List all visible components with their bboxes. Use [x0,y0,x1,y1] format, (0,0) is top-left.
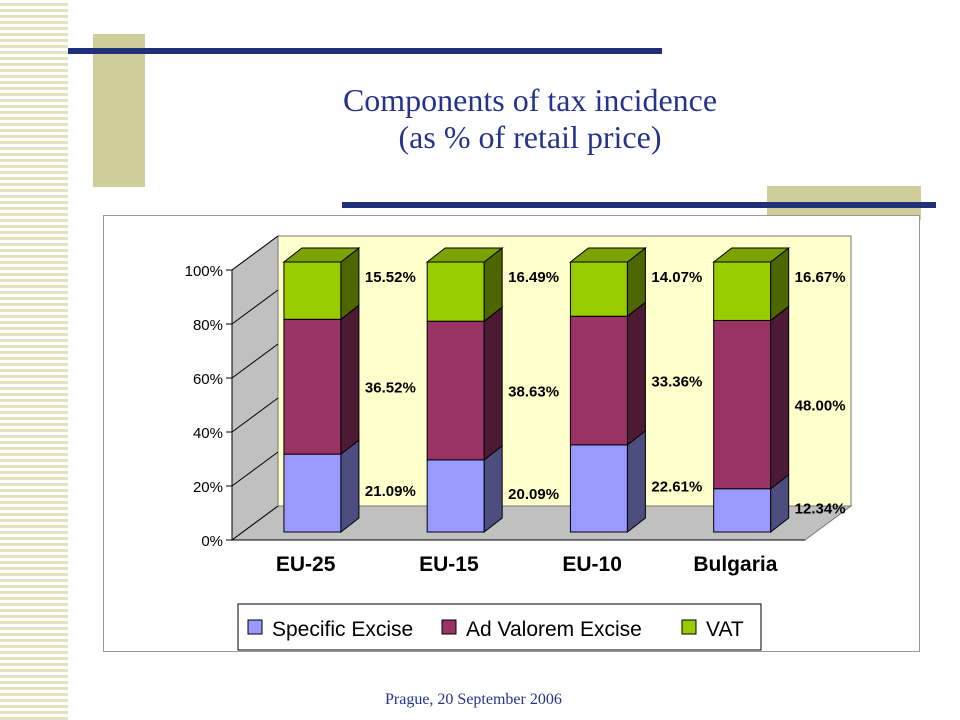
data-label: 16.67% [795,269,846,286]
data-label: 22.61% [651,478,702,495]
legend-label-1: Ad Valorem Excise [466,618,642,641]
bar-segment-side [626,429,646,534]
data-label: 33.36% [651,374,702,391]
y-tick-label: 60% [193,371,223,388]
decor-line-right [342,202,936,208]
data-label: 38.63% [508,384,559,401]
legend-swatch-2 [681,619,697,635]
title-line-1: Components of tax incidence [342,82,718,118]
bar-stack-eu-15: 20.09% 38.63% 16.49% [425,246,559,534]
y-wall-line [231,451,279,487]
bar-top-face [712,247,791,263]
footer-text: Prague, 20 September 2006 [385,691,562,708]
bar-segment-side [340,304,360,456]
bar-segment-side [483,444,503,534]
category-label: EU-15 [419,553,479,576]
data-label: 15.52% [365,269,416,286]
decor-line-top [68,48,662,54]
y-tick-label: 20% [193,479,223,496]
y-wall-line [231,235,279,271]
bar-segment-1 [713,319,772,490]
bar-segment-2 [283,261,342,320]
bar-segment-2 [713,261,772,321]
legend-box [237,603,762,651]
data-label: 16.49% [508,269,559,286]
y-tick-label: 40% [193,425,223,442]
bar-segment-2 [569,261,628,317]
y-tick-label: 80% [193,317,223,334]
data-label: 21.09% [365,483,416,500]
bar-segment-1 [283,318,342,455]
slide-title: Components of tax incidence (as % of ret… [230,82,830,156]
category-label: EU-25 [276,553,336,576]
bar-segment-1 [569,315,628,446]
y-wall-line [231,343,279,379]
data-label: 48.00% [795,398,846,415]
decor-block-top-left [93,34,145,187]
bar-top-face [282,247,361,263]
bar-stack-eu-25: 21.09% 36.52% 15.52% [282,246,416,534]
bar-segment-0 [283,453,342,533]
bar-segment-side [483,306,503,461]
bar-top-face [425,247,504,263]
bar-segment-side [626,301,646,446]
y-wall-line [231,397,279,433]
legend-label-2: VAT [706,618,744,641]
category-label: Bulgaria [693,553,777,576]
data-label: 14.07% [651,269,702,286]
legend-swatch-1 [441,619,457,635]
title-line-2: (as % of retail price) [398,119,662,155]
bar-segment-0 [569,444,628,533]
y-tick-label: 0% [201,533,223,550]
y-wall-line [231,505,279,541]
y-wall-line [231,289,279,325]
bar-segment-2 [426,261,485,322]
bar-top-face [568,247,647,263]
bar-segment-0 [713,488,772,533]
left-stripe-decoration [0,0,68,720]
bar-segment-0 [426,459,485,533]
data-label: 12.34% [795,500,846,517]
bar-segment-side [340,439,360,534]
plot-side-wall [231,235,279,541]
legend-swatch-0 [247,619,263,635]
category-label: EU-10 [562,553,622,576]
y-tick-label: 100% [185,263,223,280]
bar-segment-1 [426,320,485,461]
data-label: 20.09% [508,486,559,503]
bar-stack-eu-10: 22.61% 33.36% 14.07% [568,246,702,534]
legend-label-0: Specific Excise [272,618,413,641]
bar-segment-side [770,305,790,490]
data-label: 36.52% [365,380,416,397]
bar-stack-bulgaria: 12.34% 48.00% 16.67% [712,246,846,534]
